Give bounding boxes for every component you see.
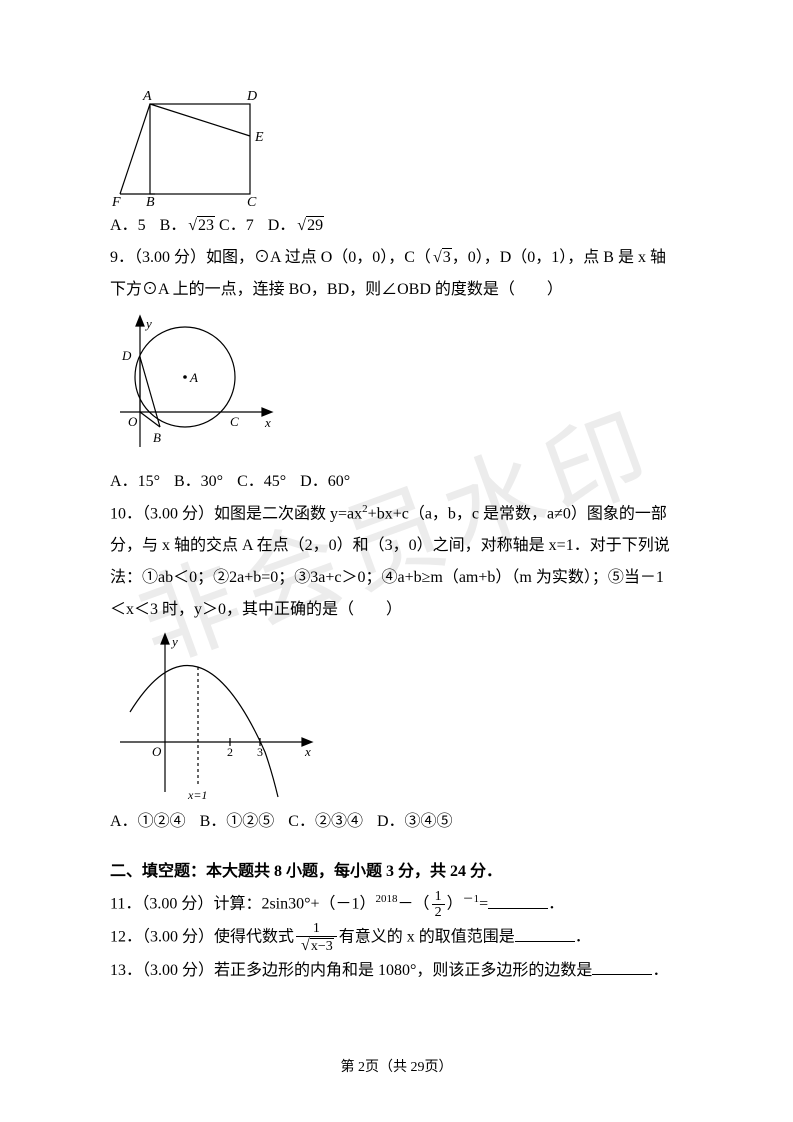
q10-opt-A[interactable]: A．①②④ bbox=[110, 813, 186, 830]
q9-line1: 9．（3.00 分）如图，⊙A 过点 O（0，0），C（3，0），D（0，1），… bbox=[110, 242, 693, 274]
q9-opt-D[interactable]: D．60° bbox=[300, 473, 350, 490]
q10-figure: y x O 2 3 x=1 bbox=[110, 632, 693, 802]
label-A9: A bbox=[189, 370, 198, 385]
label-x10: x bbox=[304, 744, 311, 759]
label-D9: D bbox=[121, 348, 132, 363]
label-y: y bbox=[144, 316, 152, 331]
xeq1: x=1 bbox=[187, 788, 207, 802]
label-E: E bbox=[254, 130, 264, 145]
q10-opt-C[interactable]: C．②③④ bbox=[288, 813, 363, 830]
page-content: A D E F B C A．5 B．23 C．7 D．29 9．（3.00 分）… bbox=[110, 86, 693, 987]
q8-opt-D[interactable]: D．29 bbox=[268, 217, 324, 234]
q10-opt-D[interactable]: D．③④⑤ bbox=[377, 813, 453, 830]
q8-opt-C[interactable]: C．7 bbox=[219, 217, 254, 234]
tick-3: 3 bbox=[257, 745, 263, 759]
label-B: B bbox=[146, 195, 155, 206]
q10-options: A．①②④ B．①②⑤ C．②③④ D．③④⑤ bbox=[110, 806, 693, 838]
label-C: C bbox=[247, 195, 257, 206]
q12-blank[interactable] bbox=[515, 926, 575, 942]
q10-line3: 法：①ab＜0；②2a+b=0；③3a+c＞0；④a+b≥m（am+b）（m 为… bbox=[110, 562, 693, 594]
label-O: O bbox=[128, 414, 138, 429]
label-A: A bbox=[142, 89, 152, 104]
label-F: F bbox=[111, 195, 121, 206]
q11-blank[interactable] bbox=[488, 893, 548, 909]
q13-line: 13．（3.00 分）若正多边形的内角和是 1080°，则该正多边形的边数是． bbox=[110, 955, 693, 987]
q8-opt-A[interactable]: A．5 bbox=[110, 217, 146, 234]
label-C9: C bbox=[230, 414, 239, 429]
q9-opt-C[interactable]: C．45° bbox=[237, 473, 286, 490]
q12-line: 12．（3.00 分）使得代数式1x−3有意义的 x 的取值范围是． bbox=[110, 921, 693, 955]
q13-blank[interactable] bbox=[592, 959, 652, 975]
q10-line4: ＜x＜3 时，y＞0，其中正确的是（ ） bbox=[110, 594, 693, 626]
q9-opt-A[interactable]: A．15° bbox=[110, 473, 160, 490]
q9-figure: y x O D A B C bbox=[110, 312, 693, 462]
q8-figure: A D E F B C bbox=[110, 86, 693, 206]
q10-line1: 10．（3.00 分）如图是二次函数 y=ax2+bx+c（a，b，c 是常数，… bbox=[110, 498, 693, 530]
page-footer: 第 2页（共 29页） bbox=[0, 1054, 793, 1082]
q8-opt-B[interactable]: B．23 bbox=[160, 217, 215, 234]
q10-opt-B[interactable]: B．①②⑤ bbox=[200, 813, 275, 830]
label-x: x bbox=[264, 415, 271, 430]
q9-opt-B[interactable]: B．30° bbox=[174, 473, 223, 490]
label-B9: B bbox=[153, 430, 161, 445]
q11-line: 11．（3.00 分）计算：2sin30°+（－1）2018－（12）－1=． bbox=[110, 888, 693, 921]
label-y10: y bbox=[170, 634, 178, 649]
q8-options: A．5 B．23 C．7 D．29 bbox=[110, 210, 693, 242]
q9-line2: 下方⊙A 上的一点，连接 BO，BD，则∠OBD 的度数是（ ） bbox=[110, 274, 693, 306]
tick-2: 2 bbox=[227, 745, 233, 759]
q10-line2: 分，与 x 轴的交点 A 在点（2，0）和（3，0）之间，对称轴是 x=1．对于… bbox=[110, 530, 693, 562]
label-O10: O bbox=[152, 744, 162, 759]
section2-header: 二、填空题：本大题共 8 小题，每小题 3 分，共 24 分． bbox=[110, 856, 693, 888]
q9-options: A．15° B．30° C．45° D．60° bbox=[110, 466, 693, 498]
label-D: D bbox=[246, 89, 257, 104]
